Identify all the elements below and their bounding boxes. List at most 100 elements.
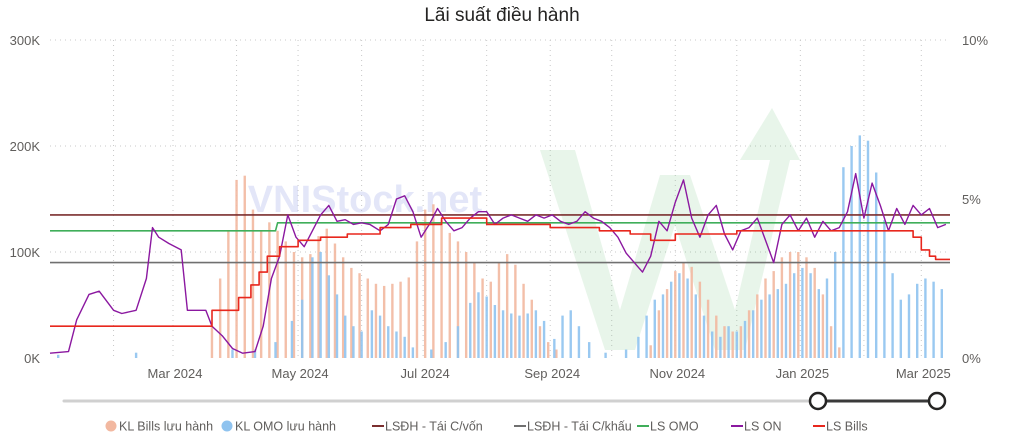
legend-marker — [105, 420, 117, 432]
bar — [561, 315, 564, 358]
bar — [423, 209, 427, 358]
bar — [883, 220, 886, 358]
y-left-tick-label: 0K — [24, 351, 40, 366]
bar — [587, 342, 591, 358]
bar — [311, 257, 314, 358]
bar — [768, 294, 771, 358]
bar — [350, 267, 353, 358]
bar — [797, 252, 800, 358]
bar — [546, 342, 550, 358]
bar — [665, 289, 669, 358]
y-axis-left: 0K 100K 200K 300K — [10, 33, 41, 366]
bar — [352, 326, 355, 358]
bar — [366, 278, 369, 358]
bar — [604, 352, 607, 358]
bar — [678, 273, 681, 358]
bar — [624, 349, 628, 358]
bar — [341, 257, 345, 358]
bar — [290, 320, 294, 358]
bar — [469, 302, 472, 358]
bar — [805, 257, 808, 358]
bar — [374, 283, 378, 358]
bar — [210, 326, 214, 358]
bar — [924, 278, 927, 358]
y-left-tick-label: 200K — [10, 139, 41, 154]
bar — [838, 347, 841, 358]
y-left-tick-label: 100K — [10, 245, 41, 260]
bar — [444, 342, 447, 358]
bar — [243, 175, 246, 358]
bar — [747, 310, 751, 358]
bar — [522, 283, 525, 358]
bar-series[interactable] — [57, 135, 943, 358]
bar — [448, 232, 451, 358]
bar — [653, 299, 656, 358]
bar — [874, 172, 878, 358]
bar — [764, 278, 767, 358]
date-range-slider[interactable] — [62, 391, 947, 411]
bar — [645, 315, 648, 358]
x-tick-label: Jul 2024 — [401, 366, 450, 381]
bar — [538, 326, 542, 358]
y-right-tick-label: 10% — [962, 33, 988, 48]
series-line — [50, 217, 950, 327]
x-tick-label: Jan 2025 — [776, 366, 830, 381]
bar — [669, 281, 673, 358]
bar — [251, 209, 255, 358]
bar — [731, 331, 734, 358]
bar — [637, 336, 640, 358]
bar — [784, 283, 788, 358]
bar — [473, 262, 476, 358]
bar — [382, 285, 386, 358]
bar — [370, 310, 374, 358]
bar — [649, 345, 652, 358]
bar — [485, 296, 488, 358]
bar — [743, 320, 747, 358]
bar — [231, 349, 234, 358]
bar — [813, 267, 816, 358]
bar — [456, 241, 460, 358]
chart-title: Lãi suất điều hành — [424, 5, 579, 26]
y-axis-right: 0% 5% 10% — [962, 33, 988, 366]
legend-label: KL OMO lưu hành — [235, 420, 336, 434]
bar — [907, 294, 911, 358]
bar — [657, 310, 661, 358]
legend-label: LSĐH - Tái C/vốn — [385, 420, 483, 434]
line-series[interactable] — [49, 172, 950, 354]
bar — [327, 275, 331, 358]
watermark-text: VNIStock.net — [248, 179, 483, 221]
bar — [727, 326, 730, 358]
legend-label: LSĐH - Tái C/khấu — [527, 420, 632, 434]
x-tick-label: Nov 2024 — [649, 366, 705, 381]
bar — [514, 264, 517, 358]
y-right-tick-label: 5% — [962, 192, 981, 207]
x-tick-label: Mar 2024 — [148, 366, 203, 381]
bar — [788, 252, 792, 358]
bar — [430, 349, 433, 358]
x-axis: Mar 2024 May 2024 Jul 2024 Sep 2024 Nov 2024… — [148, 366, 951, 381]
bar — [530, 299, 533, 358]
bar — [440, 220, 443, 358]
bar — [829, 326, 833, 358]
bar — [821, 294, 825, 358]
bar — [284, 241, 287, 358]
bar — [661, 294, 665, 358]
bar — [464, 252, 468, 358]
bar — [780, 257, 784, 358]
bar — [756, 294, 759, 358]
bar — [694, 294, 697, 358]
bar — [432, 204, 435, 358]
bar — [792, 273, 796, 358]
bar — [706, 299, 710, 358]
x-tick-label: Sep 2024 — [524, 366, 580, 381]
bar — [510, 313, 513, 358]
legend-label: LS Bills — [826, 420, 868, 434]
bar — [411, 347, 415, 358]
x-tick-label: Mar 2025 — [896, 366, 951, 381]
bar — [751, 310, 755, 358]
legend: KL Bills lưu hành KL OMO lưu hành LSĐH - T… — [105, 420, 868, 434]
bar — [686, 278, 689, 358]
series-line — [50, 222, 950, 232]
bar — [333, 243, 337, 358]
legend-label: LS OMO — [650, 420, 699, 434]
